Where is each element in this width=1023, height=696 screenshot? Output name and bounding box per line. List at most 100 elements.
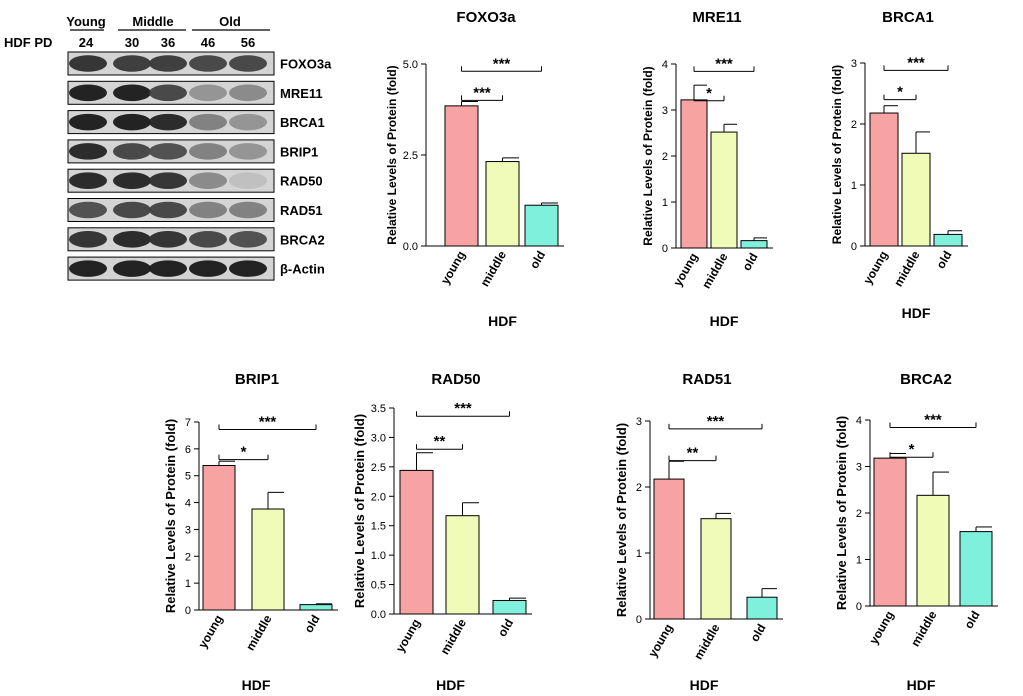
chart-title: BRIP1	[235, 371, 279, 388]
significance-label: **	[687, 445, 699, 462]
y-tick-label: 1	[851, 180, 857, 192]
bar-middle	[251, 508, 285, 611]
significance-label: ***	[707, 413, 725, 430]
blot-band	[113, 260, 151, 277]
blot-band	[149, 172, 187, 189]
y-tick-label: 2.5	[403, 150, 418, 162]
bar-young	[202, 465, 236, 611]
category-label: old	[495, 617, 516, 640]
category-label: old	[747, 622, 768, 645]
x-axis-label: HDF	[902, 305, 931, 321]
blot-band	[69, 201, 107, 219]
y-tick-label: 4	[185, 498, 191, 510]
y-tick-label: 0	[185, 605, 191, 617]
y-tick-label: 3	[662, 105, 668, 117]
bar-young	[873, 457, 907, 607]
bar-middle	[700, 518, 732, 620]
chart-title: FOXO3a	[456, 9, 516, 26]
category-label: young	[866, 609, 896, 647]
blot-band	[113, 55, 151, 72]
category-label: old	[739, 251, 760, 274]
protein-label: RAD51	[280, 203, 323, 218]
blot-band	[189, 172, 227, 189]
y-tick-label: 3	[851, 58, 857, 70]
y-tick-label: 0	[856, 601, 862, 613]
blot-band	[229, 143, 267, 160]
y-tick-label: 7	[185, 417, 191, 429]
blot-band	[149, 231, 187, 248]
blot-band	[113, 113, 151, 131]
significance-label: *	[897, 84, 903, 101]
x-axis-label: HDF	[436, 677, 465, 693]
y-tick-label: 3.0	[371, 432, 386, 444]
bar-young	[680, 99, 708, 249]
blot-band	[69, 55, 107, 72]
category-label: middle	[891, 248, 923, 289]
bar-young	[399, 469, 434, 615]
blot-band	[113, 231, 151, 248]
category-label: middle	[699, 250, 731, 291]
y-axis-label: Relative Levels of Protein (fold)	[352, 414, 367, 608]
chart-title: RAD50	[431, 371, 480, 388]
blot-band	[189, 113, 227, 131]
western-blot-panel: Young Middle Old HDF PD 24 30 36 46 56 FOXO3a MRE1…	[4, 14, 332, 281]
sample-label: HDF PD	[4, 35, 52, 50]
y-tick-label: 1	[662, 197, 668, 209]
y-tick-label: 2.0	[371, 491, 386, 503]
blot-band	[113, 172, 151, 189]
blot-band	[229, 172, 267, 189]
y-tick-label: 4	[662, 59, 668, 71]
blot-group-label: Middle	[132, 14, 173, 29]
y-tick-label: 2	[851, 119, 857, 131]
blot-band	[229, 84, 267, 102]
y-tick-label: 3	[185, 524, 191, 536]
bar-middle	[445, 515, 480, 615]
y-axis-label: Relative Levels of Protein (fold)	[163, 419, 178, 613]
bar-middle	[916, 494, 950, 607]
category-label: young	[860, 249, 890, 287]
lane-label: 36	[161, 35, 175, 50]
bar-old	[740, 240, 768, 249]
bar-young	[653, 478, 685, 620]
y-tick-label: 2.5	[371, 462, 386, 474]
category-label: young	[438, 249, 468, 287]
y-tick-label: 0	[851, 241, 857, 253]
blot-band	[149, 113, 187, 131]
lane-label: 30	[125, 35, 139, 50]
blot-band	[189, 55, 227, 72]
significance-label: **	[434, 433, 446, 450]
significance-label: ***	[473, 84, 491, 101]
blot-group-label: Old	[219, 14, 241, 29]
blot-band	[149, 84, 187, 102]
blot-band	[69, 231, 107, 248]
blot-band	[113, 84, 151, 102]
blot-band	[229, 260, 267, 277]
significance-label: ***	[454, 400, 472, 417]
blot-band	[189, 231, 227, 248]
protein-label: RAD50	[280, 174, 323, 189]
significance-label: ***	[259, 414, 277, 431]
chart-mre11: MRE11 0 1 2 3 4 Relative Levels of Protein (fo…	[641, 9, 773, 329]
category-label: old	[527, 249, 548, 272]
category-label: young	[670, 251, 700, 289]
y-tick-label: 1	[856, 555, 862, 567]
y-axis-label: Relative Levels of Protein (fold)	[641, 66, 655, 245]
y-tick-label: 3.5	[371, 403, 386, 415]
significance-label: *	[241, 444, 247, 461]
protein-label: BRCA2	[280, 232, 325, 247]
chart-title: MRE11	[692, 9, 741, 26]
category-label: middle	[908, 608, 940, 649]
chart-brip1: BRIP1 0 1 2 3 4 5 6 7 Relative Levels of Protein …	[163, 371, 338, 693]
category-label: old	[961, 609, 982, 632]
significance-label: ***	[907, 54, 925, 71]
chart-title: BRCA2	[900, 371, 952, 388]
blot-band	[149, 260, 187, 277]
bar-old	[746, 596, 778, 620]
x-axis-label: HDF	[242, 677, 271, 693]
blot-band	[149, 55, 187, 72]
blot-band	[113, 143, 151, 160]
bar-young	[869, 112, 899, 247]
category-label: old	[301, 613, 322, 636]
y-tick-label: 1.5	[371, 521, 386, 533]
